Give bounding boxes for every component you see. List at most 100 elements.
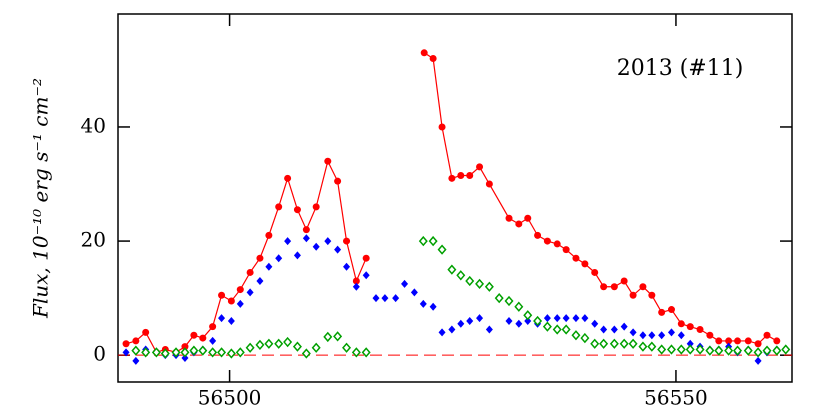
data-point: [695, 344, 705, 355]
data-point: [351, 347, 361, 358]
data-point: [705, 345, 715, 356]
data-point: [754, 340, 762, 348]
data-point: [284, 174, 292, 182]
data-point: [696, 326, 704, 334]
data-point: [284, 237, 292, 246]
data-point: [171, 347, 181, 358]
data-point: [151, 347, 161, 358]
data-point: [523, 310, 533, 321]
data-point: [255, 339, 265, 351]
data-point: [226, 348, 236, 359]
data-point: [209, 336, 217, 345]
y-tick-label: 20: [81, 228, 106, 252]
data-point: [448, 325, 456, 334]
data-point: [275, 254, 283, 263]
data-point: [466, 316, 474, 325]
data-point: [676, 344, 686, 355]
data-point: [324, 157, 332, 165]
data-point: [515, 220, 523, 228]
data-point: [524, 316, 532, 325]
data-point: [610, 325, 618, 334]
data-point: [218, 314, 226, 323]
data-point: [639, 283, 647, 291]
data-point: [619, 338, 629, 349]
data-point: [476, 163, 484, 171]
data-point: [392, 294, 400, 303]
data-point: [591, 319, 599, 328]
data-point: [256, 277, 264, 286]
data-point: [343, 237, 351, 245]
data-point: [733, 345, 743, 356]
data-point: [706, 331, 714, 339]
data-point: [781, 344, 791, 355]
data-point: [142, 328, 150, 336]
data-point: [514, 301, 524, 312]
data-point: [620, 322, 628, 331]
data-point: [312, 242, 320, 251]
data-point: [677, 331, 685, 340]
data-point: [667, 328, 675, 337]
data-point: [629, 328, 637, 337]
data-point: [236, 299, 244, 308]
data-point: [476, 314, 484, 323]
data-point: [543, 237, 551, 245]
data-point: [686, 339, 694, 348]
data-point: [753, 347, 763, 358]
data-point: [352, 277, 360, 285]
data-point: [293, 251, 301, 260]
data-point: [581, 314, 589, 323]
data-point: [122, 348, 130, 357]
data-point: [754, 356, 762, 365]
data-point: [352, 282, 360, 291]
data-point: [647, 341, 657, 352]
data-point: [590, 338, 600, 349]
data-point: [773, 337, 781, 345]
data-point: [600, 283, 608, 291]
data-point: [543, 314, 551, 323]
data-point: [438, 328, 446, 337]
data-point: [218, 291, 226, 299]
data-point: [744, 337, 752, 345]
data-point: [475, 278, 485, 290]
x-tick-label: 56550: [644, 386, 708, 410]
data-point: [419, 299, 427, 308]
data-point: [265, 262, 273, 271]
data-point: [505, 214, 513, 222]
data-point: [600, 325, 608, 334]
data-point: [581, 260, 589, 268]
data-point: [190, 331, 198, 339]
data-point: [580, 332, 590, 344]
data-point: [381, 294, 389, 303]
data-point: [429, 55, 437, 63]
data-point: [301, 348, 311, 359]
data-point: [456, 270, 466, 281]
data-point: [667, 306, 675, 314]
data-point: [292, 341, 302, 352]
data-point: [208, 347, 218, 358]
x-tick-label: 56500: [198, 386, 262, 410]
data-point: [725, 337, 733, 345]
data-point: [648, 331, 656, 340]
data-point: [714, 345, 724, 356]
series-line: [125, 52, 778, 354]
data-point: [485, 325, 493, 334]
data-point: [428, 235, 438, 247]
data-point: [122, 340, 130, 348]
data-point: [591, 268, 599, 276]
data-point: [264, 338, 274, 349]
data-point: [333, 331, 343, 342]
data-point: [763, 331, 771, 339]
data-point: [141, 347, 151, 358]
data-point: [209, 323, 217, 331]
data-point: [610, 283, 618, 291]
data-point: [361, 347, 371, 358]
data-point: [553, 240, 561, 248]
data-point: [323, 331, 333, 343]
data-point: [724, 345, 734, 356]
data-point: [132, 356, 140, 365]
data-point: [542, 321, 552, 332]
annotation: 2013 (#11): [617, 56, 744, 81]
data-point: [553, 314, 561, 323]
